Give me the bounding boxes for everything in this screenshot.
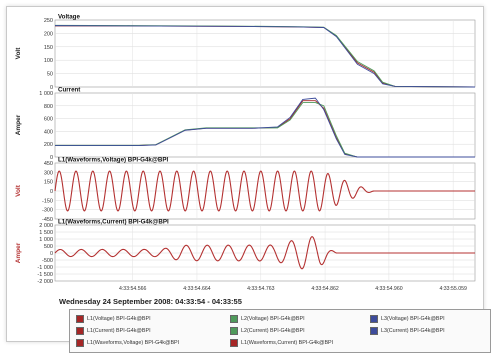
x-axis: 4:33:54.566 4:33:54.664 4:33:54.763 4:33:54…	[119, 286, 467, 292]
y-tick-label: 450	[44, 161, 53, 167]
plot-area	[54, 19, 476, 88]
y-tick-label: 150	[44, 45, 53, 51]
series-line-2	[55, 97, 475, 158]
x-tick-label: 4:33:54.763	[247, 286, 275, 292]
series-line-0	[54, 170, 476, 212]
legend-label: L1(Voltage) BPI-G4k@BPI	[87, 316, 151, 322]
y-tick-label: 1 000	[39, 91, 53, 97]
legend-item[interactable]: L3(Current) BPI-G4k@BPI	[370, 327, 445, 335]
panel-1: 1 000 800 600 400 200 0 Current Amper	[15, 87, 476, 161]
y-tick-label: -450	[42, 217, 53, 223]
legend-item[interactable]: L2(Voltage) BPI-G4k@BPI	[230, 315, 305, 323]
panel-2: 450 300 150 0 -150 -300 -450 L1(Waveforms,Volta…	[15, 157, 476, 223]
y-tick-label: 150	[44, 180, 53, 186]
y-tick-label: 200	[44, 142, 53, 148]
series-line-2	[54, 25, 476, 88]
legend-item[interactable]: L1(Waveforms,Current) BPI-G4k@BPI	[230, 339, 333, 347]
y-axis-label: Volt	[15, 184, 22, 197]
plot-area	[54, 92, 476, 158]
legend-label: L2(Voltage) BPI-G4k@BPI	[241, 316, 305, 322]
panel-title: Current	[58, 87, 80, 94]
x-tick-label: 4:33:55.059	[439, 286, 467, 292]
y-tick-label: 200	[44, 31, 53, 37]
legend-swatch	[370, 327, 378, 335]
x-tick-label: 4:33:54.862	[311, 286, 339, 292]
panel-title: Voltage	[58, 14, 80, 21]
y-tick-label: 100	[44, 58, 53, 64]
y-tick-label: -2 000	[37, 279, 53, 285]
x-tick-label: 4:33:54.960	[375, 286, 403, 292]
legend-label: L1(Waveforms,Current) BPI-G4k@BPI	[241, 340, 334, 346]
legend-label: L3(Voltage) BPI-G4k@BPI	[381, 316, 445, 322]
x-tick-label: 4:33:54.664	[183, 286, 211, 292]
y-tick-label: 0	[50, 155, 53, 161]
y-tick-label: -300	[42, 208, 53, 214]
legend-item[interactable]: L1(Current) BPI-G4k@BPI	[76, 327, 151, 335]
y-tick-label: 0	[50, 251, 53, 257]
y-tick-label: -1 500	[37, 272, 53, 278]
legend-swatch	[76, 315, 84, 323]
legend: L1(Voltage) BPI-G4k@BPI L2(Voltage) BPI-G…	[69, 309, 491, 353]
series-line-0	[54, 236, 476, 270]
legend-swatch	[76, 339, 84, 347]
y-axis-label: Amper	[15, 114, 22, 135]
legend-label: L1(Current) BPI-G4k@BPI	[87, 328, 151, 334]
legend-swatch	[230, 327, 238, 335]
y-tick-label: -500	[42, 258, 53, 264]
y-tick-label: 1 000	[39, 237, 53, 243]
panel-0: 250 200 150 100 50 0 Voltage Volt	[15, 14, 476, 91]
y-tick-label: 50	[47, 72, 53, 78]
legend-item[interactable]: L2(Current) BPI-G4k@BPI	[230, 327, 305, 335]
y-tick-label: -150	[42, 198, 53, 204]
y-tick-label: 250	[44, 18, 53, 24]
legend-swatch	[76, 327, 84, 335]
y-tick-label: 0	[50, 189, 53, 195]
panel-title: L1(Waveforms,Current) BPI-G4k@BPI	[58, 219, 169, 226]
y-tick-label: 2 000	[39, 223, 53, 229]
legend-item[interactable]: L1(Waveforms,Voltage) BPI-G4k@BPI	[76, 339, 179, 347]
panel-title: L1(Waveforms,Voltage) BPI-G4k@BPI	[58, 157, 168, 164]
legend-item[interactable]: L3(Voltage) BPI-G4k@BPI	[370, 315, 445, 323]
y-axis-label: Volt	[15, 47, 22, 60]
chart-window: 250 200 150 100 50 0 Voltage Volt 1 000 800 600 400…	[6, 6, 491, 353]
legend-label: L3(Current) BPI-G4k@BPI	[381, 328, 445, 334]
y-tick-label: 800	[44, 104, 53, 110]
x-tick-label: 4:33:54.566	[119, 286, 147, 292]
legend-label: L2(Current) BPI-G4k@BPI	[241, 328, 305, 334]
timeline-label: Wednesday 24 September 2008: 04:33:54 - …	[59, 297, 242, 306]
y-tick-label: 500	[44, 244, 53, 250]
y-tick-label: 400	[44, 129, 53, 135]
y-tick-label: -1 000	[37, 265, 53, 271]
y-axis-label: Amper	[15, 242, 22, 263]
legend-swatch	[370, 315, 378, 323]
legend-item[interactable]: L1(Voltage) BPI-G4k@BPI	[76, 315, 151, 323]
y-tick-label: 300	[44, 170, 53, 176]
y-tick-label: 0	[50, 85, 53, 91]
y-tick-label: 1 500	[39, 230, 53, 236]
legend-label: L1(Waveforms,Voltage) BPI-G4k@BPI	[87, 340, 180, 346]
y-tick-label: 600	[44, 117, 53, 123]
legend-swatch	[230, 339, 238, 347]
legend-swatch	[230, 315, 238, 323]
